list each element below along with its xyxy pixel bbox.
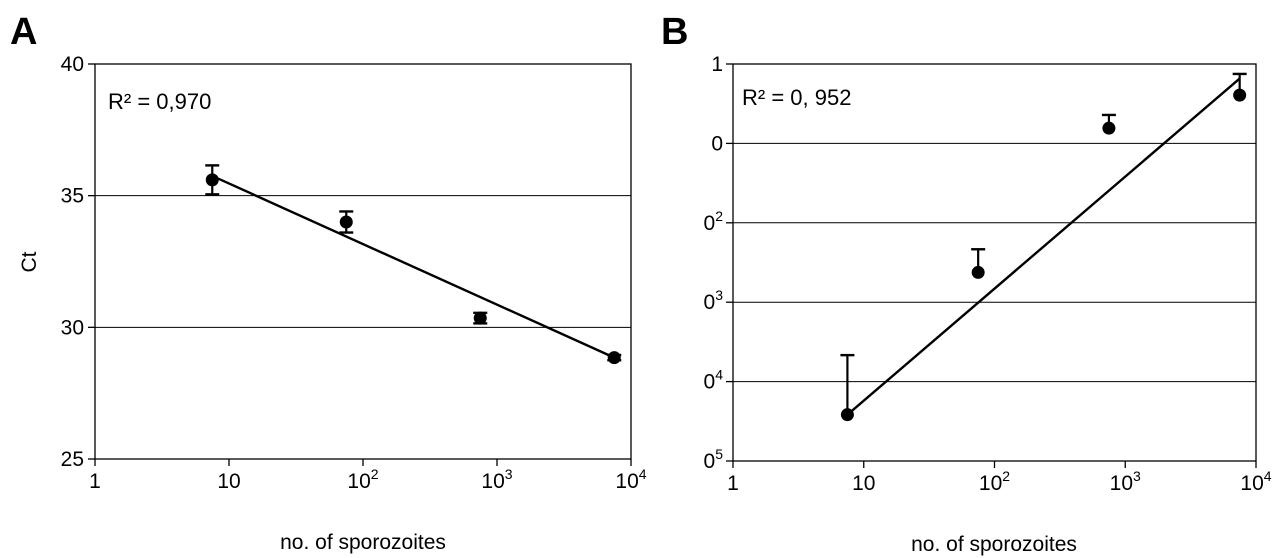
panel-b-y-tick-label: 1 xyxy=(711,53,723,76)
panel-a-y-axis-title: Ct xyxy=(18,251,41,272)
panel-b-data-point xyxy=(840,353,855,422)
panel-a-trendline-group xyxy=(211,174,615,359)
panel-b-x-axis-title: no. of sporozoites xyxy=(911,533,1077,556)
panel-a-data-point xyxy=(205,164,220,196)
panel-b-marker xyxy=(1233,88,1247,102)
panel-b-data-point xyxy=(1101,113,1116,135)
panel-a-x-tick-label: 102 xyxy=(347,466,378,493)
panel-b-marker xyxy=(971,265,985,279)
panel-a-x-ticks: 1 10 102 103 104 xyxy=(89,459,647,493)
panel-a-y-ticks: 40 35 30 25 xyxy=(61,53,95,471)
panel-a-marker xyxy=(339,215,353,229)
panel-b-y-tick-label: 05 xyxy=(704,446,724,473)
panel-a-y-tick-label: 25 xyxy=(61,448,84,471)
panel-b-y-ticks: 1 0 02 03 04 05 xyxy=(704,53,733,473)
panel-b-data-point xyxy=(1232,72,1247,102)
panel-a: A 40 35 30 25 1 10 102 103 104 R² = 0,970 no. o… xyxy=(10,11,647,554)
panel-a-x-axis-title: no. of sporozoites xyxy=(280,531,446,554)
panel-a-letter: A xyxy=(10,11,37,53)
panel-a-plot-frame xyxy=(94,63,632,460)
panel-b-x-tick-label: 1 xyxy=(727,472,739,495)
panel-a-points xyxy=(205,164,622,365)
panel-b-letter: B xyxy=(661,11,688,53)
panel-a-marker xyxy=(205,173,219,187)
panel-a-y-tick-label: 30 xyxy=(61,316,84,339)
panel-a-data-point xyxy=(607,351,622,365)
panel-a-data-point xyxy=(473,311,488,325)
panel-b-x-tick-label: 102 xyxy=(979,468,1010,495)
panel-a-x-tick-label: 1 xyxy=(89,470,101,493)
panel-a-trendline xyxy=(211,174,615,359)
panel-b-y-tick-label: 04 xyxy=(704,367,724,394)
panel-a-x-tick-label: 10 xyxy=(217,470,240,493)
panel-b-x-tick-label: 10 xyxy=(852,472,875,495)
panel-b-y-tick-label: 02 xyxy=(704,208,724,235)
panel-b-points xyxy=(840,72,1247,422)
panel-a-gridlines xyxy=(95,195,631,328)
panel-b-x-tick-label: 103 xyxy=(1110,468,1141,495)
panel-b-r2-label: R² = 0, 952 xyxy=(742,85,851,110)
panel-a-y-tick-label: 40 xyxy=(61,53,84,76)
panel-b-plot-frame xyxy=(732,63,1257,462)
panel-b-y-tick-label: 0 xyxy=(711,132,723,155)
panel-a-x-tick-label: 103 xyxy=(481,466,512,493)
panel-a-marker xyxy=(607,351,621,365)
panel-a-r2-label: R² = 0,970 xyxy=(108,89,211,114)
panel-a-marker xyxy=(473,311,487,325)
panel-b-marker xyxy=(1102,121,1116,135)
panel-a-data-point xyxy=(339,210,354,234)
panel-a-x-tick-label: 104 xyxy=(615,466,646,493)
panel-b-trendline-group xyxy=(846,77,1241,416)
panel-b-data-point xyxy=(971,248,986,279)
panel-b-marker xyxy=(840,408,854,422)
panel-b-x-tick-label: 104 xyxy=(1240,468,1271,495)
panel-b-trendline xyxy=(846,77,1241,416)
panel-b-x-ticks: 1 10 102 103 104 xyxy=(727,461,1272,495)
panel-b-y-tick-label: 03 xyxy=(704,287,724,314)
panel-a-y-tick-label: 35 xyxy=(61,185,84,208)
panel-b-gridlines xyxy=(733,142,1256,383)
